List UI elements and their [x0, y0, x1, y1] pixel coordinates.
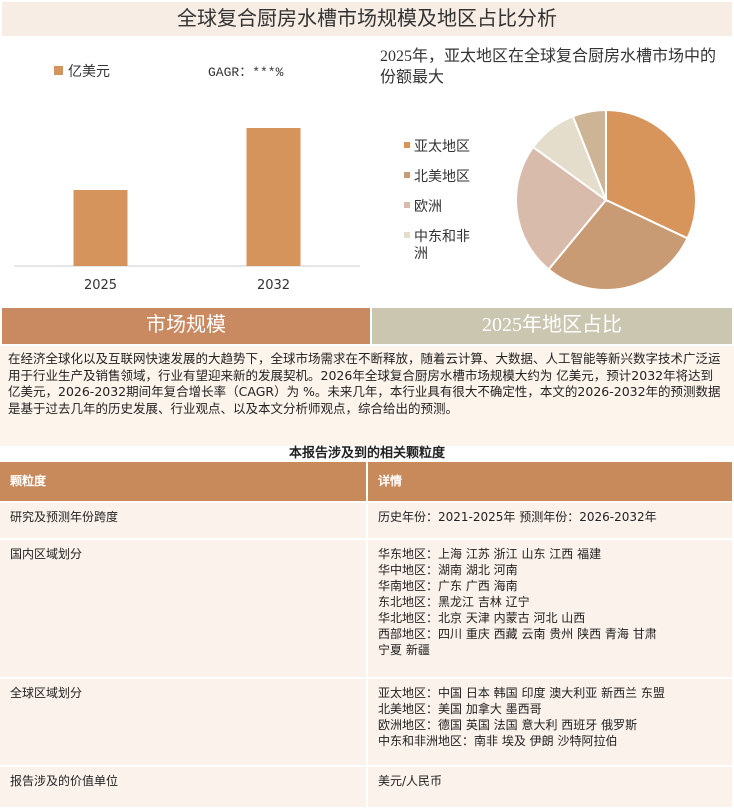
row-label: 国内区域划分 [0, 540, 366, 677]
detail-line: 历史年份：2021-2025年 预测年份：2026-2032年 [378, 510, 657, 524]
table-row: 国内区域划分 华东地区：上海 江苏 浙江 山东 江西 福建 华中地区：湖南 湖北 河… [0, 540, 734, 677]
intro-text: 在经济全球化以及互联网快速发展的大趋势下，全球市场需求在不断释放，随着云计算、大… [0, 346, 734, 446]
annotation: GAGR：***% [208, 65, 284, 80]
pie-slice [571, 108, 607, 201]
table-row: 研究及预测年份跨度 历史年份：2021-2025年 预测年份：2026-2032年 [0, 503, 734, 538]
charts: 亿美元 GAGR：***% 2025 2032 2025年，亚太地区在全球复合厨房水槽市… [14, 48, 717, 293]
legend-label: 中东和非 [414, 229, 470, 245]
legend-label: 亚太地区 [414, 139, 470, 155]
tab[interactable]: 2025年地区占比 [372, 308, 732, 344]
detail-line: 中东和非洲地区：南非 埃及 伊朗 沙特阿拉伯 [378, 734, 618, 748]
row-detail: 亚太地区：中国 日本 韩国 印度 澳大利亚 新西兰 东盟 北美地区：美国 加拿大 … [368, 679, 732, 765]
detail-line: 宁夏 新疆 [378, 643, 430, 657]
legend-marker [404, 172, 410, 178]
detail-line: 华中地区：湖南 湖北 河南 [378, 563, 518, 577]
legend-marker [54, 66, 63, 75]
tab[interactable]: 市场规模 [2, 308, 370, 344]
row-label: 报告涉及的价值单位 [0, 767, 366, 807]
page-title: 全球复合厨房水槽市场规模及地区占比分析 [2, 2, 732, 36]
detail-line: 华北地区：北京 天津 内蒙古 河北 山西 [378, 611, 586, 625]
table-row: 报告涉及的价值单位 美元/人民币 [0, 767, 734, 807]
table-title: 本报告涉及到的相关颗粒度 [288, 446, 445, 461]
legend-marker [404, 232, 410, 238]
detail-line: 北美地区：美国 加拿大 墨西哥 [378, 702, 542, 716]
detail-line: 西部地区：四川 重庆 西藏 云南 贵州 陕西 青海 甘肃 [378, 627, 657, 641]
row-detail: 历史年份：2021-2025年 预测年份：2026-2032年 [368, 503, 732, 538]
table: 颗粒度 详情 研究及预测年份跨度 历史年份：2021-2025年 预测年份：2026-… [0, 462, 734, 809]
pie-title-box: 2025年，亚太地区在全球复合厨房水槽市场中的份额最大 [380, 48, 717, 86]
x-tick-label: 2032 [257, 278, 290, 293]
row-label: 研究及预测年份跨度 [0, 503, 366, 538]
row-detail: 华东地区：上海 江苏 浙江 山东 江西 福建 华中地区：湖南 湖北 河南 华南地区：… [368, 540, 732, 677]
detail-line: 亚太地区：中国 日本 韩国 印度 澳大利亚 新西兰 东盟 [378, 686, 665, 700]
detail-line: 华南地区：广东 广西 海南 [378, 579, 518, 593]
legend-label: 亿美元 [68, 64, 110, 80]
row-detail: 美元/人民币 [368, 767, 732, 807]
pie-slice [515, 145, 608, 271]
detail-line: 欧洲地区：德国 英国 法国 意大利 西班牙 俄罗斯 [378, 718, 638, 732]
table-header: 颗粒度 详情 [0, 462, 734, 501]
x-tick-label: 2025 [84, 278, 117, 293]
detail-line: 东北地区：黑龙江 吉林 辽宁 [378, 595, 530, 609]
legend-marker [404, 142, 410, 148]
bar [73, 190, 128, 266]
header-cell: 详情 [368, 462, 732, 501]
detail-line: 美元/人民币 [378, 774, 443, 788]
legend-label-cont: 洲 [414, 246, 428, 262]
header-cell: 颗粒度 [0, 462, 366, 501]
pie-slice [547, 198, 689, 291]
table-row: 全球区域划分 亚太地区：中国 日本 韩国 印度 澳大利亚 新西兰 东盟 北美地区：美… [0, 679, 734, 765]
legend-marker [404, 202, 410, 208]
detail-line: 华东地区：上海 江苏 浙江 山东 江西 福建 [378, 547, 602, 561]
row-label: 全球区域划分 [0, 679, 366, 765]
bar [246, 128, 301, 266]
pie-title: 2025年，亚太地区在全球复合厨房水槽市场中的份额最大 [380, 48, 717, 86]
legend-label: 北美地区 [414, 169, 470, 185]
legend-label: 欧洲 [414, 199, 442, 215]
pie-slice [605, 108, 697, 240]
